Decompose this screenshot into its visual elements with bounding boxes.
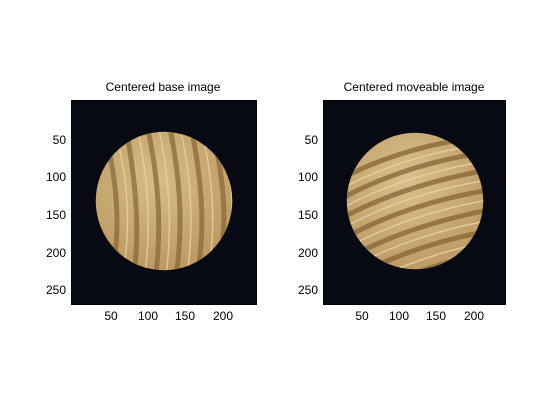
y-tick-label: 200 [45, 246, 66, 260]
y-tick-label: 250 [297, 283, 318, 297]
y-tick-label: 100 [45, 170, 66, 184]
wood-disc [346, 132, 484, 270]
moveable-image-axes [323, 100, 506, 305]
x-tick-label: 200 [212, 309, 234, 323]
y-tick-label: 150 [45, 208, 66, 222]
y-tick-label: 100 [297, 170, 318, 184]
x-tick-label: 150 [425, 309, 447, 323]
y-tick-label: 200 [297, 246, 318, 260]
base-wood-disc-image [95, 131, 233, 271]
y-tick-label: 50 [304, 133, 318, 147]
y-tick-label: 50 [52, 133, 66, 147]
moveable-image-title: Centered moveable image [343, 80, 485, 94]
y-tick-label: 150 [297, 208, 318, 222]
x-tick-label: 100 [137, 309, 159, 323]
x-tick-label: 50 [104, 309, 118, 323]
base-image-axes [71, 100, 257, 305]
x-tick-label: 100 [388, 309, 410, 323]
y-tick-label: 250 [45, 283, 66, 297]
x-tick-label: 200 [463, 309, 485, 323]
moveable-wood-disc-image [346, 132, 484, 270]
base-image-title: Centered base image [105, 80, 221, 94]
x-tick-label: 50 [355, 309, 369, 323]
x-tick-label: 150 [174, 309, 196, 323]
